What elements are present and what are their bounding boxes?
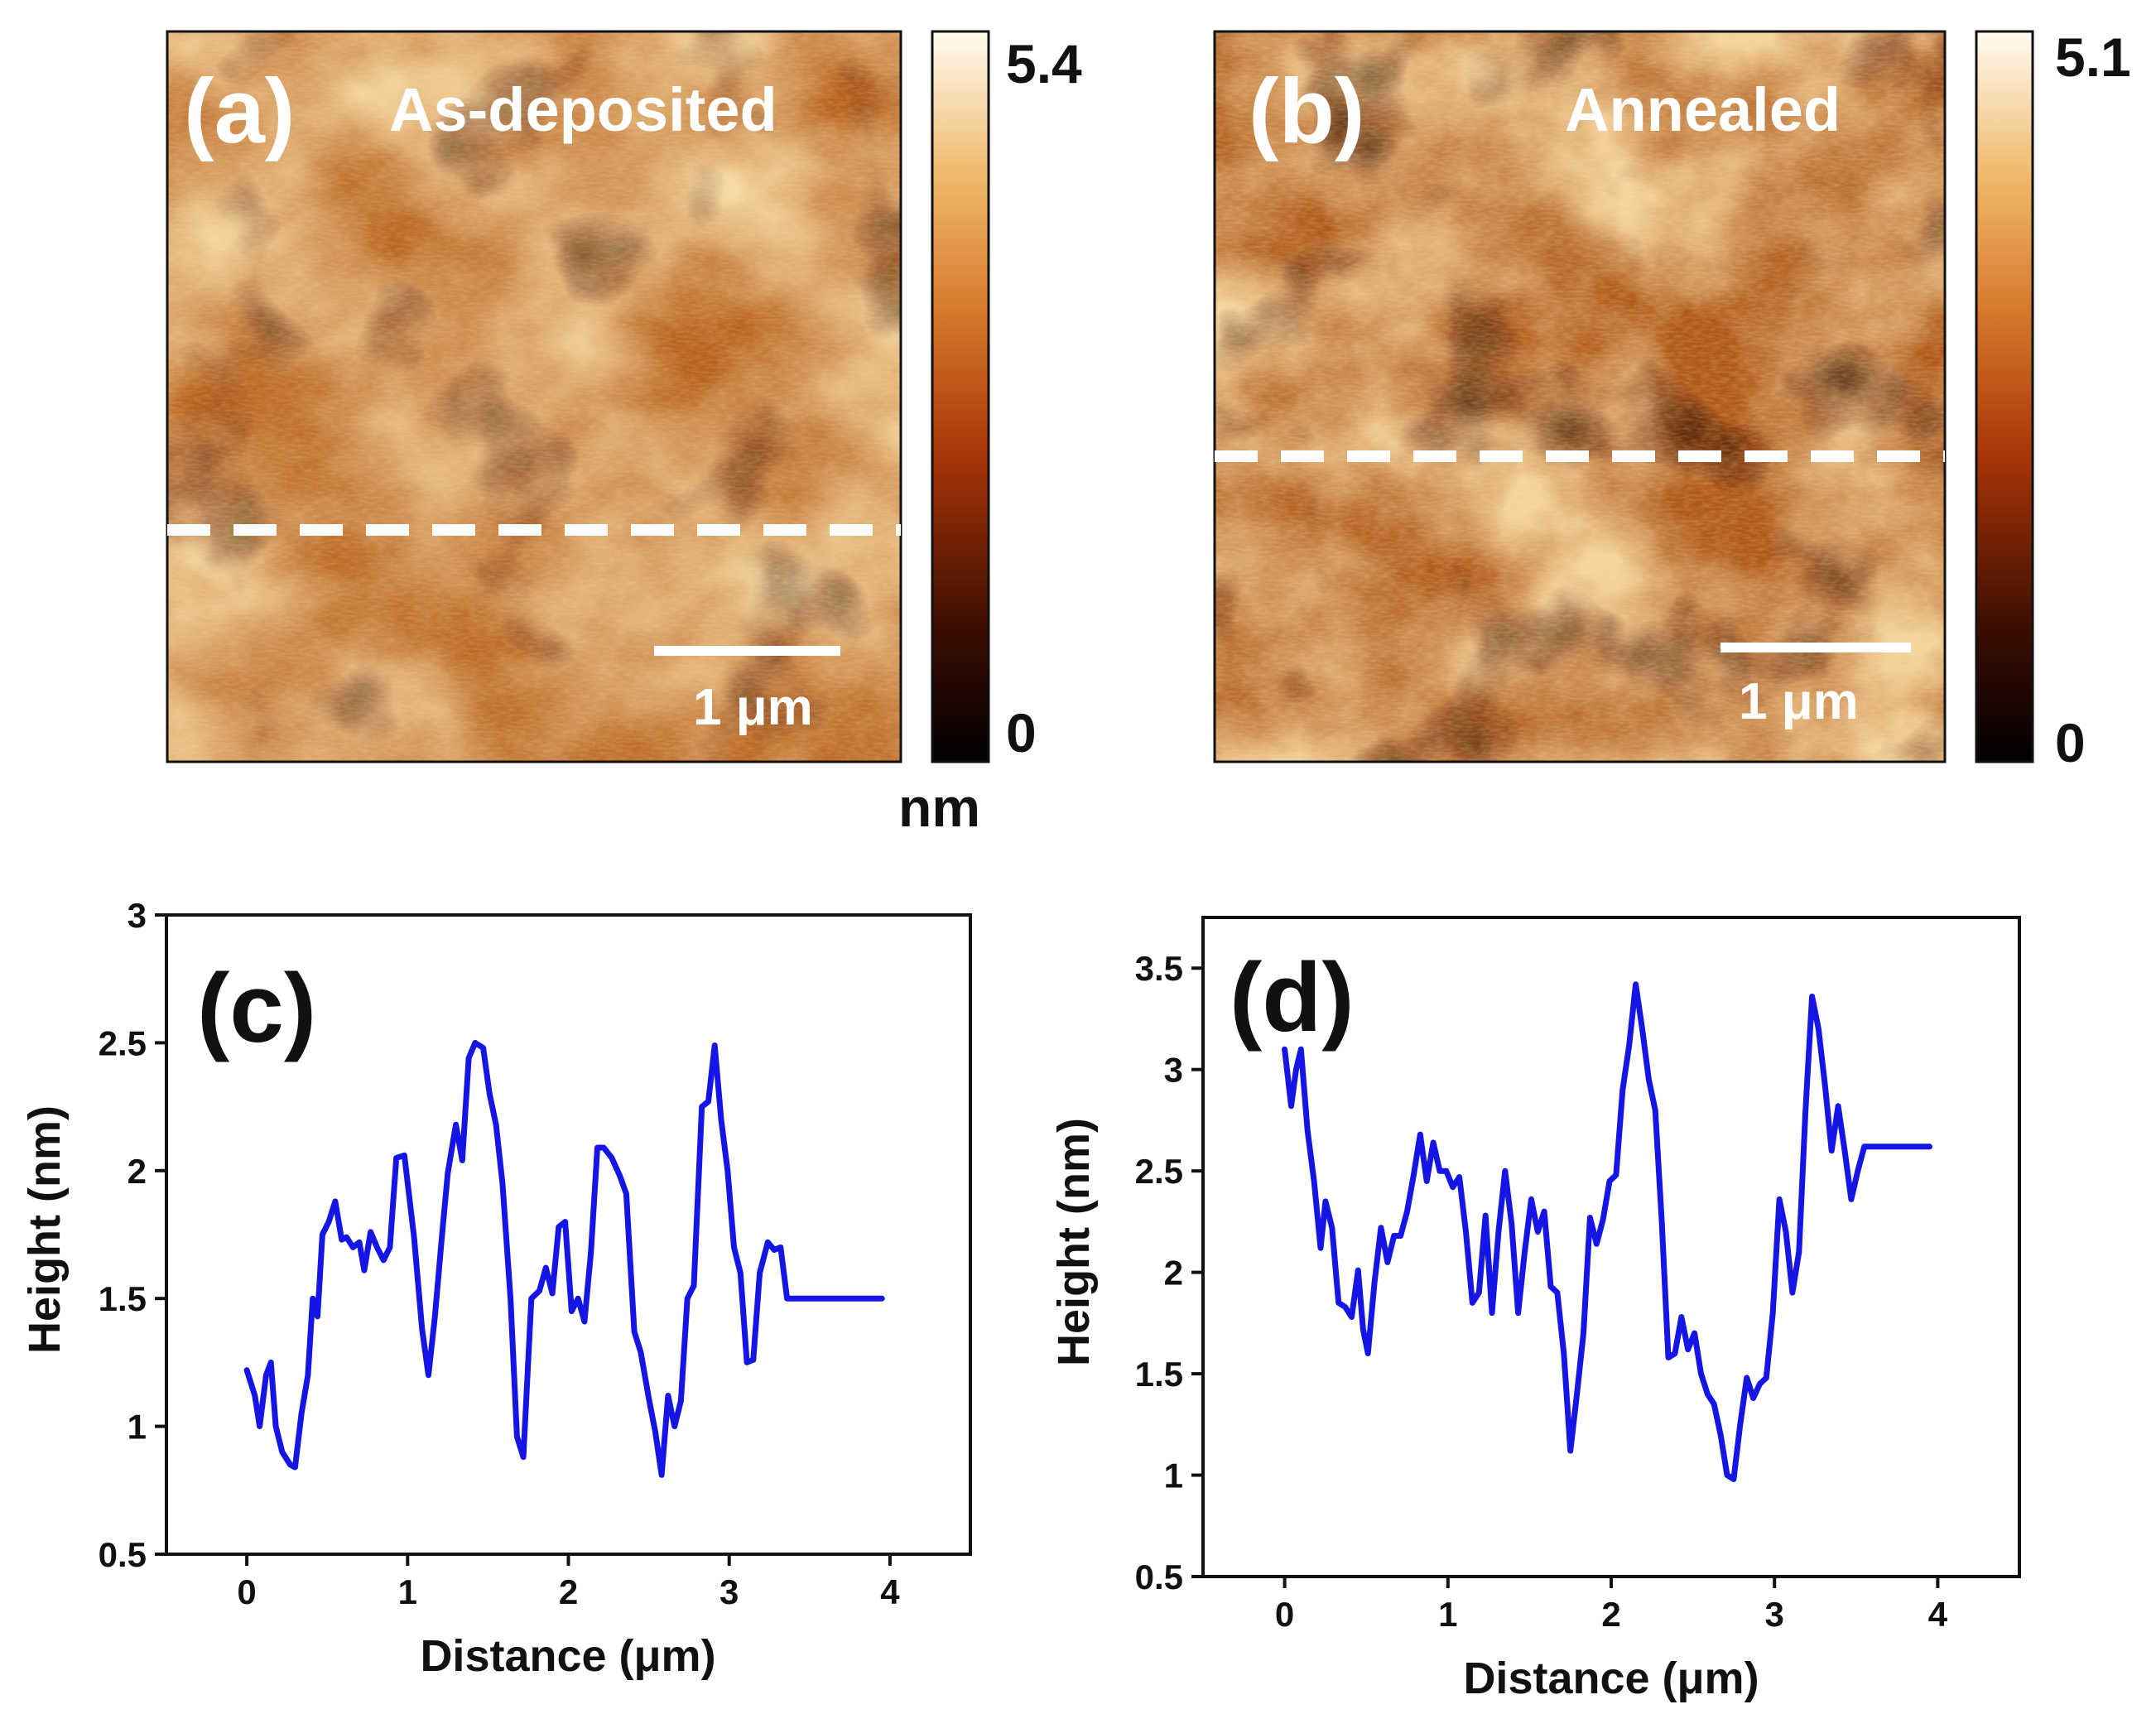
y-tick-label: 3 [1164, 1051, 1183, 1090]
scalebar-label-b: 1 μm [1739, 673, 1859, 730]
y-tick-label: 1 [1164, 1456, 1183, 1495]
y-tick-label: 3 [128, 896, 147, 935]
y-tick-label: 0.5 [99, 1535, 147, 1574]
colorbar-a [931, 30, 990, 763]
panel-label-a: (a) [184, 60, 295, 162]
colorbar-unit: nm [898, 777, 980, 838]
afm-image-a [166, 30, 902, 763]
y-tick-label: 1.5 [1135, 1355, 1183, 1394]
x-tick-label: 3 [1765, 1595, 1784, 1634]
chart-label-d: (d) [1230, 943, 1355, 1052]
y-tick-label: 1 [128, 1408, 147, 1447]
panel-label-b: (b) [1249, 60, 1364, 162]
x-tick-label: 2 [559, 1572, 578, 1611]
y-axis-label-c: Height (nm) [20, 1105, 70, 1354]
colorbar-b [1975, 30, 2034, 763]
panel-title-a: As-deposited [389, 75, 777, 144]
y-tick-label: 2 [1164, 1254, 1183, 1293]
colorbar-max-b: 5.1 [2055, 26, 2131, 88]
colorbar-min-b: 0 [2055, 712, 2086, 773]
x-tick-label: 1 [1438, 1595, 1457, 1634]
colorbar-min-a: 0 [1006, 702, 1037, 763]
x-axis-label-c: Distance (μm) [420, 1631, 715, 1681]
y-tick-label: 2.5 [1135, 1152, 1183, 1191]
profile-line-c [243, 1039, 885, 1478]
y-tick-label: 0.5 [1135, 1558, 1183, 1596]
x-tick-label: 2 [1601, 1595, 1620, 1634]
colorbar-max-a: 5.4 [1006, 33, 1082, 94]
x-tick-label: 0 [1275, 1595, 1294, 1634]
y-tick-label: 2 [128, 1152, 147, 1191]
x-tick-label: 0 [237, 1572, 256, 1611]
y-tick-label: 3.5 [1135, 949, 1183, 988]
height-profile-chart-c: 0.5 1 1.5 2 2.5 3 0 1 2 3 4 (c) Distance (μm) Hei… [20, 896, 972, 1681]
x-tick-label: 1 [398, 1572, 417, 1611]
x-tick-label: 4 [1928, 1595, 1948, 1634]
y-tick-label: 2.5 [99, 1023, 147, 1062]
afm-image-b [1213, 30, 1947, 763]
x-axis-label-d: Distance (μm) [1463, 1654, 1759, 1703]
y-tick-label: 1.5 [99, 1279, 147, 1318]
y-axis-label-d: Height (nm) [1049, 1118, 1099, 1366]
profile-line-d [1282, 981, 1932, 1482]
chart-label-c: (c) [197, 954, 316, 1063]
x-tick-label: 3 [719, 1572, 739, 1611]
scalebar-label-a: 1 μm [693, 679, 813, 736]
x-tick-label: 4 [880, 1572, 900, 1611]
panel-title-b: Annealed [1565, 75, 1841, 144]
